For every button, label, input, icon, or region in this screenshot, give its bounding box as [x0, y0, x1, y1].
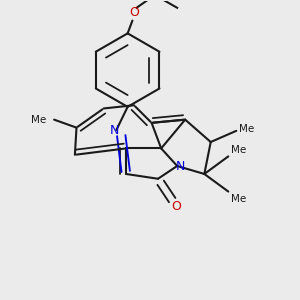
Text: Me: Me — [231, 194, 246, 204]
Text: N: N — [110, 124, 119, 137]
Text: O: O — [129, 6, 139, 19]
Text: Me: Me — [239, 124, 255, 134]
Text: N: N — [176, 160, 185, 173]
Text: Me: Me — [31, 115, 46, 124]
Text: O: O — [171, 200, 181, 213]
Text: Me: Me — [231, 145, 246, 155]
